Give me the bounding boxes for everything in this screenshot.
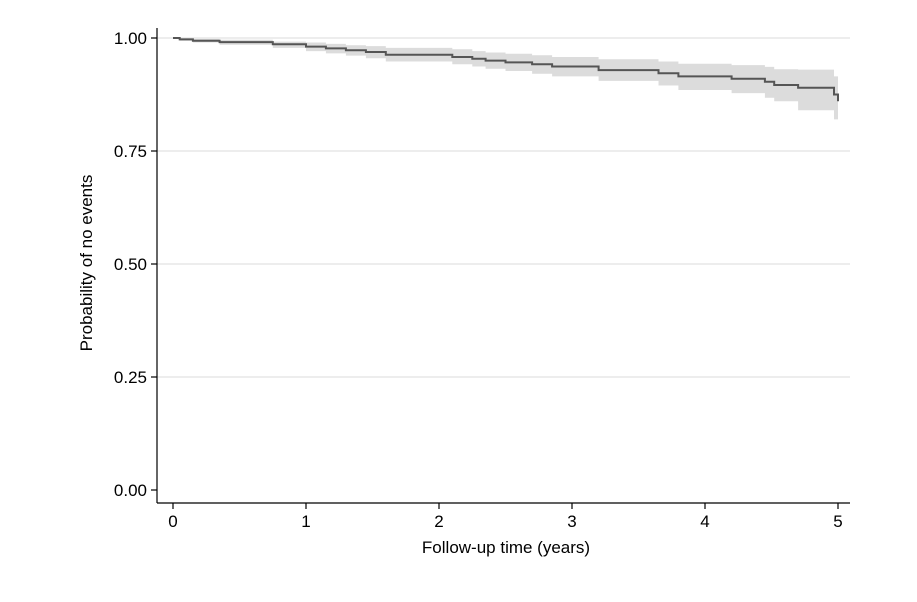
- y-tick-label: 0.50: [114, 255, 147, 274]
- x-tick-label: 0: [168, 512, 177, 531]
- confidence-band: [173, 38, 838, 129]
- y-tick-label: 0.75: [114, 142, 147, 161]
- y-axis-title: Probability of no events: [77, 175, 96, 352]
- axes: [151, 28, 850, 509]
- tick-labels: 0.00 0.25 0.50 0.75 1.00 0 1 2 3 4 5: [114, 29, 843, 531]
- y-tick-label: 1.00: [114, 29, 147, 48]
- x-tick-label: 3: [567, 512, 576, 531]
- x-tick-label: 2: [434, 512, 443, 531]
- survival-curve: [173, 37, 839, 102]
- y-tick-label: 0.25: [114, 368, 147, 387]
- survival-line-layer: [173, 37, 839, 102]
- x-tick-label: 1: [301, 512, 310, 531]
- x-axis-title: Follow-up time (years): [422, 538, 590, 557]
- x-tick-label: 5: [833, 512, 842, 531]
- confidence-band-layer: [173, 38, 838, 129]
- x-tick-label: 4: [700, 512, 709, 531]
- y-tick-label: 0.00: [114, 481, 147, 500]
- grid-lines: [157, 37, 850, 378]
